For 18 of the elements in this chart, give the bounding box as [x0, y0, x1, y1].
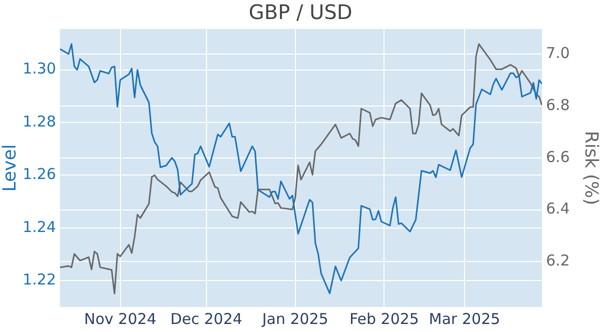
y-tick-label: 1.30: [22, 60, 56, 78]
y-tick-label: 1.24: [22, 218, 56, 236]
y-tick-label: 1.26: [22, 165, 56, 184]
x-tick-label: Jan 2025: [261, 310, 328, 328]
x-tick-label: Dec 2024: [170, 310, 242, 328]
y2-tick-label: 7.0: [546, 44, 570, 62]
x-tick-label: Mar 2025: [428, 310, 500, 328]
y-axis-title: Level: [0, 144, 20, 192]
x-tick-label: Nov 2024: [84, 310, 156, 328]
y2-tick-label: 6.6: [546, 148, 570, 166]
y2-tick-label: 6.8: [546, 96, 570, 114]
y-tick-label: 1.28: [22, 112, 56, 130]
y-tick-label: 1.22: [22, 270, 56, 289]
x-tick-label: Feb 2025: [349, 310, 419, 328]
y2-tick-label: 6.4: [546, 200, 570, 218]
y2-axis-title: Risk (%): [580, 130, 601, 206]
y2-tick-label: 6.2: [546, 252, 570, 270]
chart-title: GBP / USD: [248, 0, 352, 24]
